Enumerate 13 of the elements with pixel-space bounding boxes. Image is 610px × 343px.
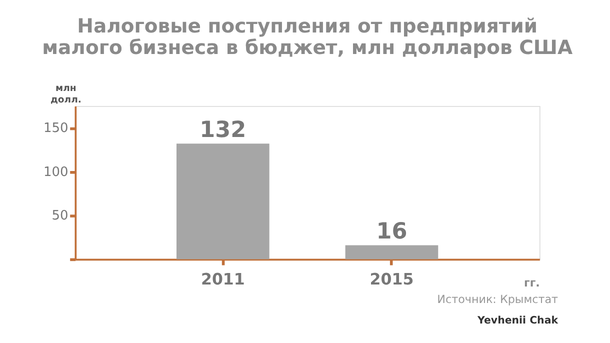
- y-tick-label: 100: [43, 164, 68, 180]
- data-label: 16: [376, 218, 408, 245]
- x-axis-title: гг.: [524, 276, 540, 290]
- text: Yevhenii Chak: [476, 315, 558, 326]
- x-tick-label: 2015: [370, 270, 414, 289]
- y-axis-title: млн долл.: [50, 83, 82, 106]
- text: Источник: Крымстат: [437, 292, 559, 306]
- y-tick-label: 50: [52, 208, 68, 224]
- x-tick-label: 2011: [200, 270, 245, 289]
- y-tick-label: 150: [43, 121, 68, 136]
- text: Налоговые поступления от предприятий: [77, 14, 538, 38]
- data-label: 132: [200, 117, 246, 144]
- text: малого бизнеса в бюджет, млн долларов США: [42, 36, 573, 60]
